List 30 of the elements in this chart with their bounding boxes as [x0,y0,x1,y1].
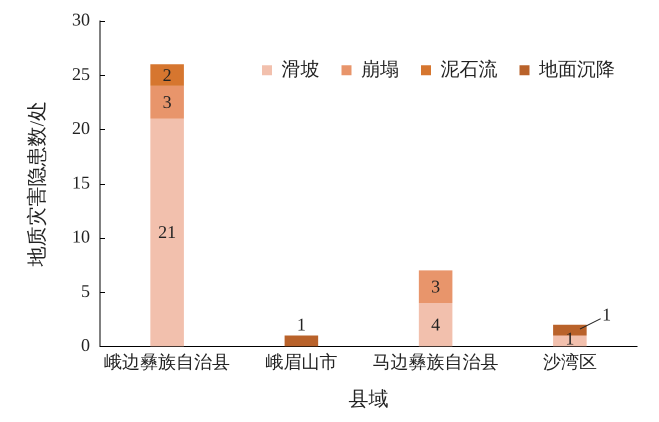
x-axis-title: 县域 [348,388,388,410]
bar [150,64,184,86]
bar [284,336,318,346]
bar [418,270,452,303]
x-tick-label: 峨眉山市 [265,352,338,372]
legend-label: 泥石流 [440,58,498,80]
x-tick-label: 峨边彝族自治县 [104,352,230,372]
data-label: 2 [162,64,172,85]
y-tick-label: 0 [81,335,90,356]
bar [418,302,452,346]
y-tick-label: 5 [81,280,90,301]
y-tick-label: 25 [72,64,90,84]
data-label: 3 [431,276,440,296]
data-label: 4 [431,314,440,334]
data-label: 3 [162,92,172,112]
y-axis-title: 地质灾害隐患数/处 [25,100,48,268]
legend-label: 崩塌 [361,59,399,80]
legend-label: 地面沉降 [538,59,615,80]
x-tick-label: 沙湾区 [542,352,597,372]
data-label: 21 [158,222,176,242]
y-tick-label: 20 [72,118,90,138]
y-tick-label: 30 [72,10,90,30]
bar [150,86,184,118]
legend-label: 滑坡 [282,59,320,80]
data-label: 1 [296,314,306,334]
y-tick-label: 10 [72,226,90,247]
data-label: 1 [602,304,612,324]
y-tick-label: 15 [72,172,90,192]
bar [150,118,184,346]
x-tick-label: 马边彝族自治县 [372,352,499,372]
